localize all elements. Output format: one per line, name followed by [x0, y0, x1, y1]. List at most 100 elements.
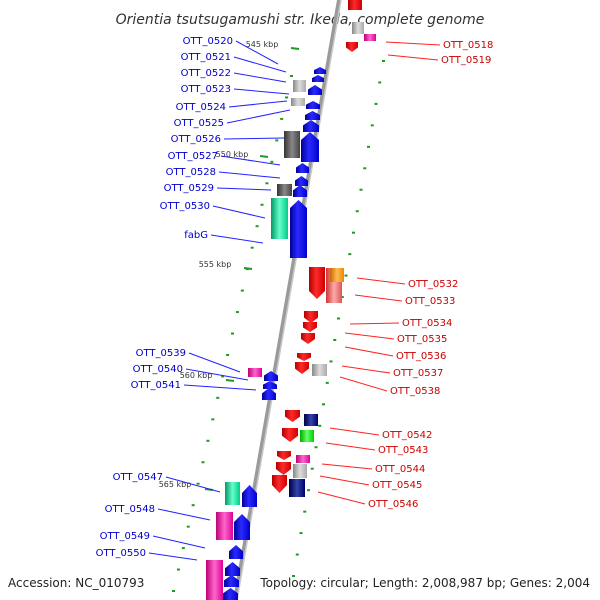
- gene-label: OTT_0539: [136, 348, 186, 359]
- gene-label: OTT_0543: [378, 445, 428, 456]
- scale-tick-label: 545 kbp: [246, 40, 279, 49]
- gene-box-teal: [271, 198, 288, 239]
- gene-box-navy: [289, 479, 305, 497]
- label-leader: [210, 234, 264, 244]
- gene-label: OTT_0537: [393, 368, 443, 379]
- gene-label: OTT_0549: [100, 531, 150, 542]
- gene-arrow-reverse: [285, 410, 300, 422]
- gene-arrow-forward: [264, 371, 278, 381]
- gene-label: OTT_0520: [183, 36, 233, 47]
- scale-tick-mark: [225, 379, 235, 382]
- gene-label: OTT_0525: [174, 118, 224, 129]
- gene-labels: OTT_0520 OTT_0521 OTT_0522 OTT_0523 OTT_0524…: [96, 36, 494, 559]
- gene-label: OTT_0535: [397, 334, 447, 345]
- gene-arrow-reverse: [282, 428, 298, 442]
- gene-label: OTT_0518: [443, 40, 493, 51]
- scale-dot: [367, 145, 370, 148]
- scale-dot: [333, 338, 337, 341]
- scale-dot: [337, 317, 340, 320]
- scale-dot: [344, 274, 348, 277]
- label-leader: [329, 427, 380, 436]
- gene-arrow-forward: [305, 111, 320, 120]
- label-leader: [216, 187, 272, 191]
- scale-ticks: 545 kbp 550 kbp 555 kbp 560 kbp 565 kbp: [159, 40, 300, 491]
- label-leader: [344, 346, 394, 357]
- gene-label: OTT_0533: [405, 296, 455, 307]
- label-leader: [223, 137, 285, 140]
- scale-dot: [211, 418, 215, 421]
- gene-arrow-forward: [225, 562, 240, 576]
- gene-label: OTT_0540: [133, 364, 183, 375]
- gene-label: OTT_0528: [166, 167, 216, 178]
- label-leader: [218, 171, 281, 179]
- gene-arrow-reverse: [301, 333, 315, 344]
- gene-label: OTT_0546: [368, 499, 418, 510]
- label-leader: [220, 155, 281, 166]
- gene-label: OTT_0542: [382, 430, 432, 441]
- label-leader: [148, 552, 198, 561]
- label-leader: [341, 365, 391, 374]
- gene-box-pink: [364, 34, 376, 41]
- gene-arrow-forward: [263, 381, 277, 389]
- label-leader: [321, 463, 373, 470]
- scale-dot: [172, 590, 175, 592]
- gene-arrow-forward: [224, 575, 239, 587]
- gene-label: fabG: [184, 230, 208, 241]
- gene-label: OTT_0541: [131, 380, 181, 391]
- gene-arrow-reverse: [304, 311, 318, 323]
- label-leader: [385, 41, 441, 46]
- genome-summary-text: Topology: circular; Length: 2,008,987 bp…: [259, 576, 590, 590]
- gene-arrow-forward: [296, 163, 309, 173]
- gene-arrow-forward: [308, 85, 322, 95]
- scale-dot: [265, 182, 269, 185]
- gene-arrow-reverse: [309, 267, 325, 299]
- scale-dot: [221, 375, 225, 378]
- label-leader: [319, 475, 370, 486]
- genome-backbone-shadow: [236, 0, 342, 600]
- gene-label: OTT_0545: [372, 480, 422, 491]
- label-leader: [212, 205, 266, 219]
- scale-dot: [318, 424, 322, 427]
- scale-dot: [307, 489, 310, 492]
- scale-dot: [363, 167, 367, 170]
- gene-label: OTT_0529: [164, 183, 214, 194]
- gene-box-grey: [352, 22, 364, 34]
- label-leader: [349, 322, 400, 325]
- scale-dot: [382, 60, 385, 62]
- scale-dot: [340, 296, 344, 299]
- genome-backbone: [233, 0, 341, 600]
- scale-dot: [374, 102, 378, 105]
- gene-box-teal: [225, 482, 240, 505]
- accession-text: Accession: NC_010793: [8, 576, 144, 590]
- scale-dot: [285, 96, 289, 99]
- label-leader: [317, 491, 366, 505]
- scale-dot: [275, 139, 279, 142]
- scale-dot: [176, 568, 180, 571]
- gene-label: OTT_0524: [176, 102, 226, 113]
- gene-features: [206, 0, 376, 600]
- label-leader: [183, 384, 257, 391]
- gene-arrow-forward: [314, 67, 326, 74]
- gene-arrow-forward: [290, 200, 307, 258]
- scale-tick-label: 550 kbp: [216, 150, 249, 159]
- scale-tick-mark: [290, 47, 300, 50]
- scale-dot: [295, 553, 299, 556]
- scale-dots: [172, 60, 385, 592]
- gene-label: OTT_0536: [396, 351, 446, 362]
- scale-dot: [181, 547, 185, 550]
- scale-dot: [250, 246, 254, 249]
- scale-dot: [314, 446, 318, 449]
- label-leader: [325, 442, 376, 451]
- label-leader: [152, 535, 206, 549]
- gene-arrow-forward: [242, 485, 257, 507]
- gene-label: OTT_0544: [375, 464, 425, 475]
- label-leader: [339, 376, 388, 392]
- scale-dot: [290, 75, 293, 77]
- label-leader: [226, 109, 291, 124]
- scale-dot: [378, 81, 382, 84]
- gene-arrow-reverse: [272, 475, 287, 493]
- scale-dot: [355, 210, 359, 213]
- gene-arrow-reverse: [303, 322, 317, 332]
- label-leaders: [148, 40, 441, 561]
- gene-label: OTT_0548: [105, 504, 155, 515]
